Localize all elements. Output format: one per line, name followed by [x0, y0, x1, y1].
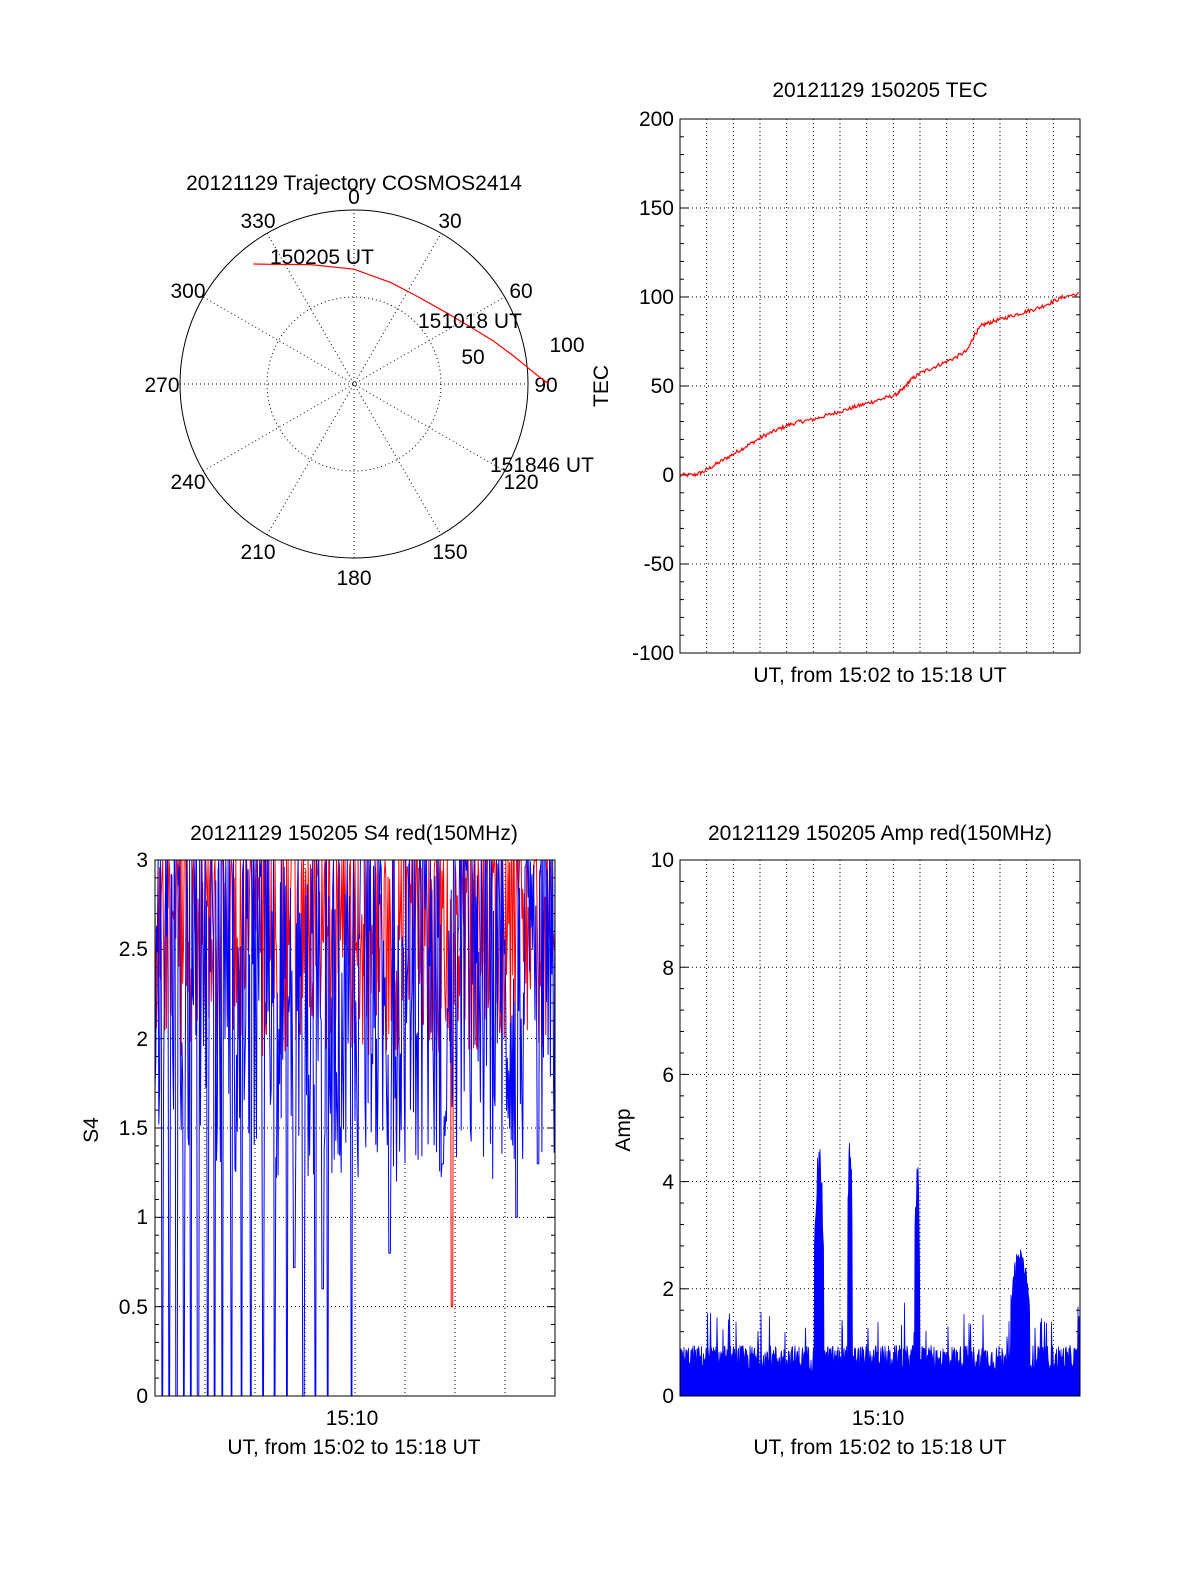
s4-ylabel: S4 [80, 1117, 103, 1143]
tec-ytick-label: 200 [639, 108, 674, 131]
polar-title: 20121129 Trajectory COSMOS2414 [186, 172, 522, 195]
polar-trajectory-line [253, 263, 550, 385]
polar-angle-label: 240 [170, 471, 205, 494]
polar-panel: 20121129 Trajectory COSMOS2414 0 30 60 9… [144, 172, 594, 590]
tec-panel: 20121129 150205 TEC -100 -50 0 50 100 15… [590, 79, 1081, 687]
polar-angle-label: 60 [509, 280, 532, 303]
tec-series-line [679, 291, 1080, 478]
tec-ytick-label: 100 [639, 286, 674, 309]
polar-angle-label: 210 [240, 541, 275, 564]
tec-ytick-label: -100 [632, 642, 674, 665]
polar-angle-label: 120 [503, 471, 538, 494]
polar-outer-circle [179, 209, 529, 559]
amp-title: 20121129 150205 Amp red(150MHz) [708, 822, 1052, 845]
polar-angle-label: 300 [170, 280, 205, 303]
tec-ytick-label: 0 [662, 464, 674, 487]
amp-ytick-label: 6 [662, 1064, 674, 1087]
amp-ytick-label: 8 [662, 957, 674, 980]
amp-ylabel: Amp [612, 1108, 635, 1151]
polar-angle-label: 270 [144, 374, 179, 397]
tec-plot-frame [679, 118, 1081, 654]
s4-ytick-label: 1.5 [119, 1117, 148, 1140]
s4-ytick-label: 3 [136, 849, 148, 872]
polar-radial-label: 50 [461, 346, 484, 369]
polar-angle-label: 0 [348, 186, 360, 209]
s4-panel: 20121129 150205 S4 red(150MHz) 0 0.5 1 1… [80, 822, 556, 1459]
s4-ytick-label: 0.5 [119, 1296, 148, 1319]
amp-series-fill [679, 1142, 1081, 1397]
amp-ytick-label: 2 [662, 1278, 674, 1301]
tec-ytick-label: 50 [651, 375, 674, 398]
tec-xlabel: UT, from 15:02 to 15:18 UT [753, 664, 1006, 687]
amp-xtick-label: 15:10 [852, 1407, 905, 1430]
amp-ytick-label: 4 [662, 1171, 674, 1194]
polar-angle-label: 90 [534, 374, 557, 397]
amp-plot-frame [679, 859, 1081, 1397]
polar-annotation: 151018 UT [418, 310, 522, 333]
polar-radial-label: 100 [549, 334, 584, 357]
s4-xlabel: UT, from 15:02 to 15:18 UT [227, 1436, 480, 1459]
polar-angle-label: 150 [432, 541, 467, 564]
polar-angle-label: 180 [336, 567, 371, 590]
polar-inner-circle [266, 296, 442, 472]
tec-ytick-label: -50 [644, 553, 674, 576]
tec-ylabel: TEC [590, 365, 613, 407]
polar-angle-label: 30 [438, 210, 461, 233]
amp-grid [680, 859, 1080, 1397]
polar-annotation: 151846 UT [490, 454, 594, 477]
s4-ytick-label: 2 [136, 1028, 148, 1051]
s4-ytick-label: 0 [136, 1385, 148, 1408]
polar-angle-label: 330 [240, 210, 275, 233]
tec-grid [680, 118, 1080, 654]
amp-ytick-label: 0 [662, 1385, 674, 1408]
s4-title: 20121129 150205 S4 red(150MHz) [190, 822, 518, 845]
amp-panel: 20121129 150205 Amp red(150MHz) 0 2 4 6 … [612, 822, 1081, 1459]
s4-ytick-label: 2.5 [119, 938, 148, 961]
s4-ytick-label: 1 [136, 1206, 148, 1229]
s4-plot-frame [154, 859, 556, 1397]
amp-xlabel: UT, from 15:02 to 15:18 UT [753, 1436, 1006, 1459]
tec-title: 20121129 150205 TEC [772, 79, 987, 102]
s4-xtick-label: 15:10 [326, 1407, 379, 1430]
polar-annotation: 150205 UT [270, 246, 374, 269]
amp-ytick-label: 10 [651, 849, 674, 872]
tec-ytick-label: 150 [639, 197, 674, 220]
